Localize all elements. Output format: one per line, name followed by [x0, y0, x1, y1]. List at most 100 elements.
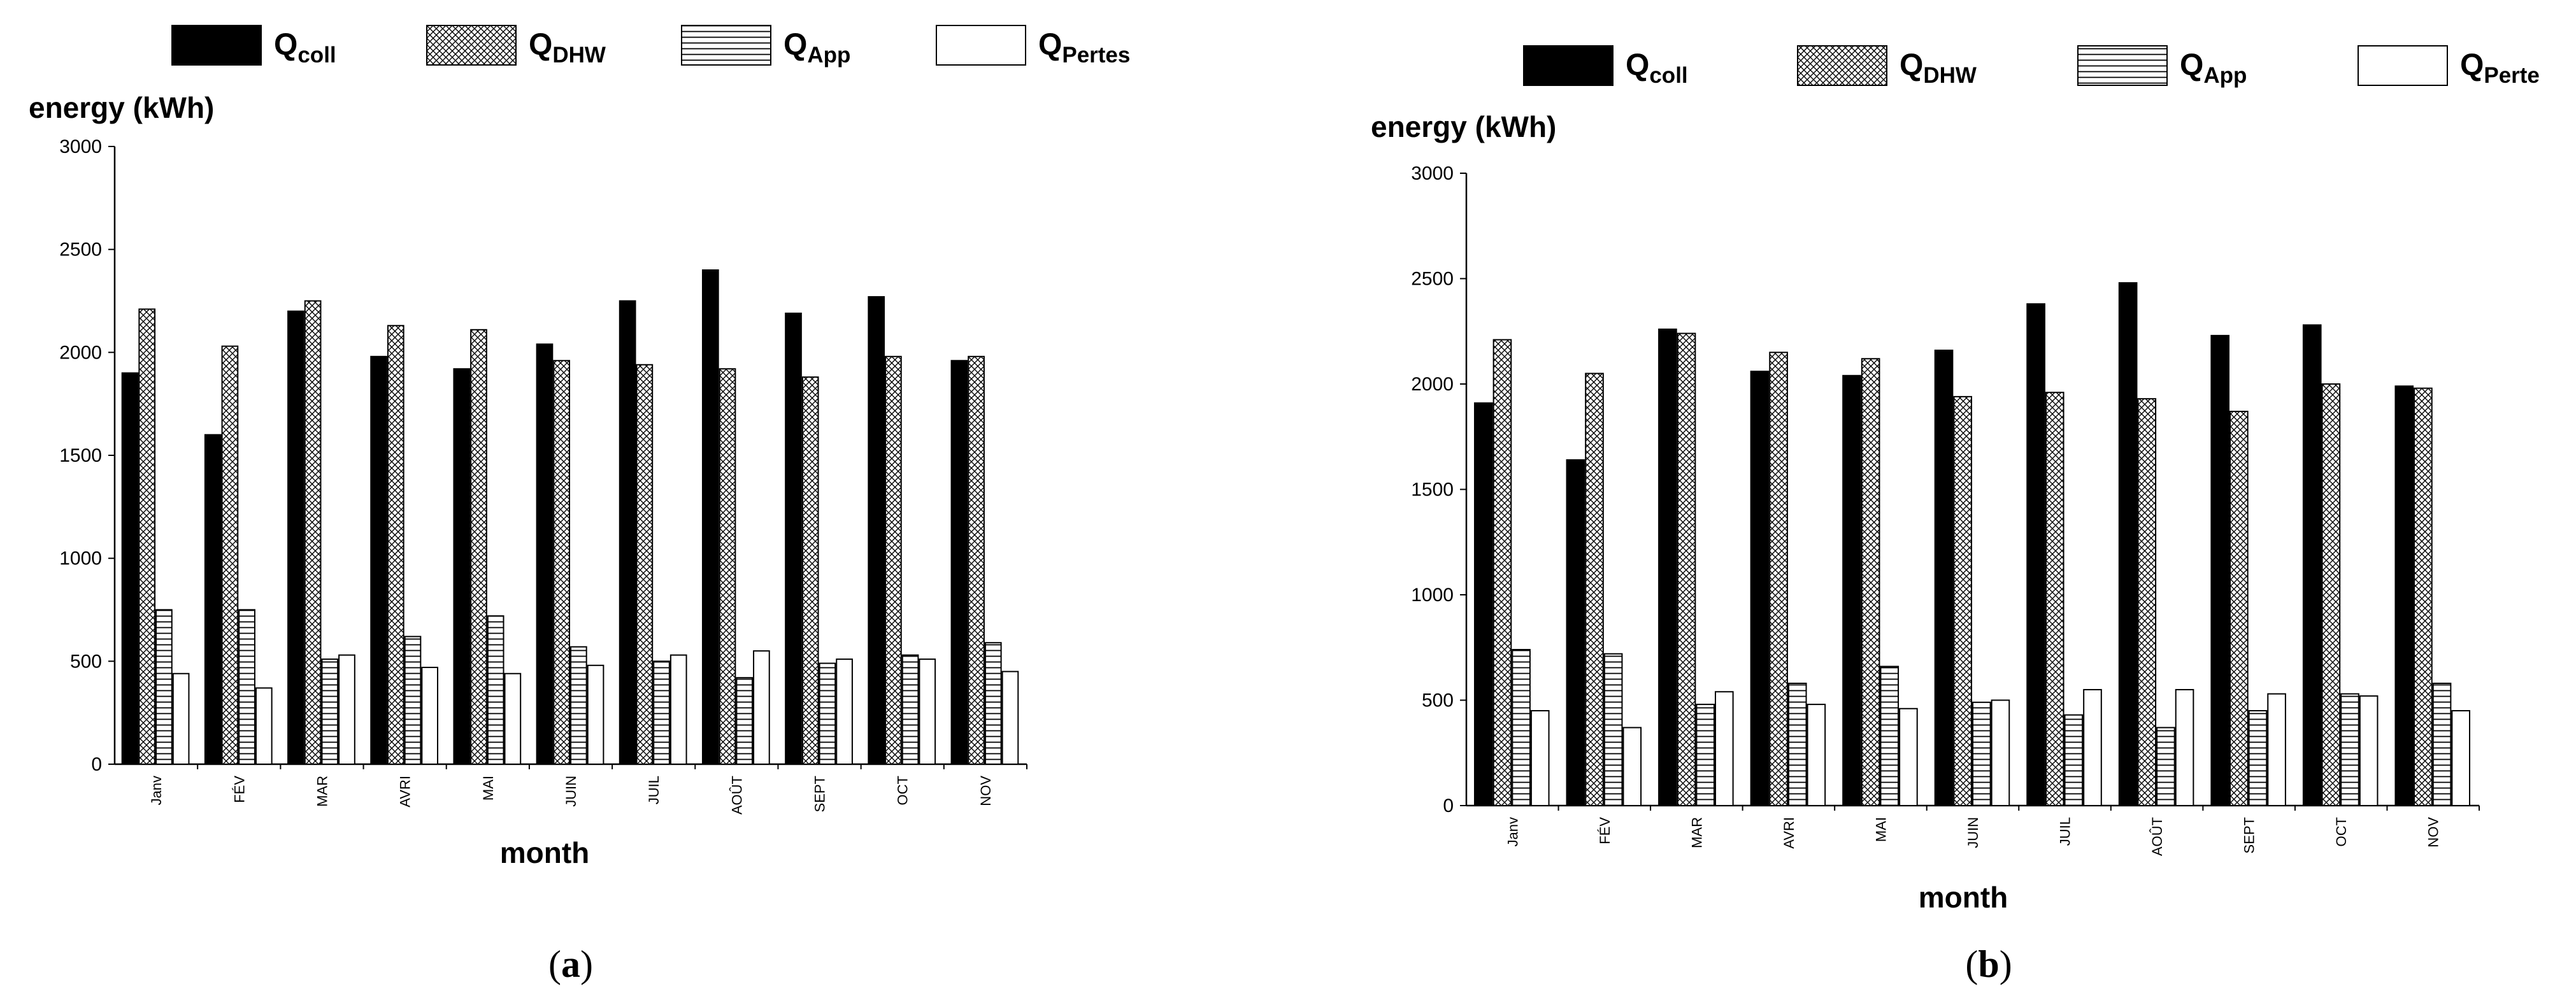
bar-coll — [868, 296, 885, 765]
bar-app — [901, 654, 919, 765]
legend-item-pertes: QPertes — [936, 25, 1130, 68]
legend-item-dhw: QDHW — [426, 25, 606, 68]
legend-item-coll: Qcoll — [1523, 45, 1688, 88]
bar-dhw — [968, 355, 985, 765]
x-tick-label: JUIL — [646, 776, 662, 804]
bar-coll — [1566, 459, 1585, 806]
bar-coll — [204, 434, 222, 765]
x-tick-label: AVRI — [397, 776, 413, 807]
bar-dhw — [2321, 383, 2341, 806]
bar-chart-a: Qcoll QDHW QApp QPertes energy (kWh) 0 500 1000… — [29, 25, 1130, 869]
x-tick-label: FÉV — [231, 776, 247, 803]
legend-label: QDHW — [529, 28, 606, 68]
x-tick-label: JUIN — [1965, 817, 1981, 848]
bar-pertes — [587, 664, 605, 765]
bar-pertes — [1001, 671, 1019, 765]
bar-perte — [1991, 699, 2010, 806]
bar-coll — [619, 300, 636, 765]
legend-label: QDHW — [1900, 48, 1977, 88]
bar-coll — [287, 310, 304, 765]
bar-pertes — [836, 658, 853, 765]
bar-perte — [2175, 688, 2194, 806]
y-tick-label: 500 — [70, 651, 102, 672]
bar-app — [653, 660, 670, 765]
legend-label-subscript: App — [807, 43, 850, 68]
bar-perte — [2359, 695, 2379, 806]
panel-label-a: (a) — [548, 943, 593, 985]
y-tick-label: 3000 — [59, 136, 102, 157]
bar-coll — [370, 355, 387, 765]
y-tick-label: 1500 — [1411, 480, 1454, 501]
bar-pertes — [669, 654, 687, 765]
bar-perte — [1530, 710, 1550, 807]
legend-swatch — [936, 25, 1026, 66]
x-tick-label: MAR — [1689, 817, 1705, 848]
bar-dhw — [553, 360, 571, 765]
legend-swatch — [681, 25, 771, 66]
x-tick-label: FÉV — [1597, 817, 1613, 844]
bar-pertes — [504, 672, 522, 765]
x-tick-label: OCT — [895, 776, 911, 805]
bar-pertes — [421, 667, 439, 765]
x-tick-label: AOÛT — [2149, 817, 2165, 856]
legend-item-perte: QPerte — [2358, 45, 2540, 88]
x-axis-title: month — [500, 836, 590, 869]
bar-dhw — [470, 329, 487, 765]
bar-dhw — [2045, 392, 2064, 806]
legend-swatch — [426, 25, 517, 66]
bar-app — [487, 615, 504, 765]
x-tick-label: OCT — [2333, 817, 2349, 846]
bar-coll — [785, 312, 802, 765]
y-tick-label: 1000 — [59, 548, 102, 569]
legend-label: QApp — [784, 28, 850, 68]
x-tick-label: NOV — [978, 776, 994, 806]
bar-app — [1972, 701, 1991, 807]
y-tick-label: 2000 — [1411, 374, 1454, 395]
legend-label: Qcoll — [274, 28, 336, 68]
bar-dhw — [1677, 332, 1696, 806]
x-tick-label: MAR — [314, 776, 330, 807]
bar-perte — [2267, 693, 2286, 806]
legend-label: QPerte — [2460, 48, 2540, 88]
x-tick-label: Janv — [1505, 817, 1521, 846]
bar-app — [819, 662, 836, 765]
legend-label-subscript: coll — [1649, 63, 1687, 88]
legend-label: QPertes — [1038, 28, 1130, 68]
bar-dhw — [1585, 373, 1604, 806]
bar-dhw — [304, 300, 322, 765]
x-tick-label: MAI — [1873, 817, 1889, 842]
bar-pertes — [255, 687, 273, 765]
chart-panel-a: Qcoll QDHW QApp QPertes energy (kWh) 0 500 1000… — [29, 25, 1130, 985]
bar-coll — [950, 360, 968, 765]
legend-item-app: QApp — [2077, 45, 2247, 88]
legend-label: QApp — [2180, 48, 2247, 88]
bar-coll — [2394, 385, 2414, 806]
legend-label-subscript: DHW — [1923, 63, 1977, 88]
x-tick-label: JUIL — [2057, 817, 2073, 846]
legend-item-coll: Qcoll — [171, 25, 336, 68]
bar-app — [736, 677, 754, 765]
bar-dhw — [1769, 352, 1788, 806]
bar-app — [1880, 665, 1900, 807]
x-tick-label: SEPT — [812, 776, 828, 812]
bar-coll — [2210, 334, 2230, 806]
bar-dhw — [1953, 395, 1972, 806]
bar-pertes — [172, 672, 190, 765]
y-tick-label: 3000 — [1411, 163, 1454, 184]
bar-app — [2340, 693, 2359, 806]
bar-coll — [2026, 303, 2045, 807]
legend-swatch — [1523, 45, 1614, 86]
y-axis-title: energy (kWh) — [1371, 110, 1556, 143]
bar-coll — [1474, 402, 1493, 806]
bar-app — [155, 609, 173, 765]
bar-app — [238, 609, 255, 765]
bar-app — [2248, 710, 2268, 807]
legend-swatch — [1797, 45, 1887, 86]
bar-dhw — [636, 364, 654, 765]
bar-dhw — [1492, 339, 1512, 806]
x-tick-label: AVRI — [1781, 817, 1797, 849]
y-tick-label: 1000 — [1411, 585, 1454, 606]
bar-app — [984, 642, 1002, 765]
bar-coll — [1934, 350, 1954, 806]
bar-dhw — [2137, 398, 2157, 806]
